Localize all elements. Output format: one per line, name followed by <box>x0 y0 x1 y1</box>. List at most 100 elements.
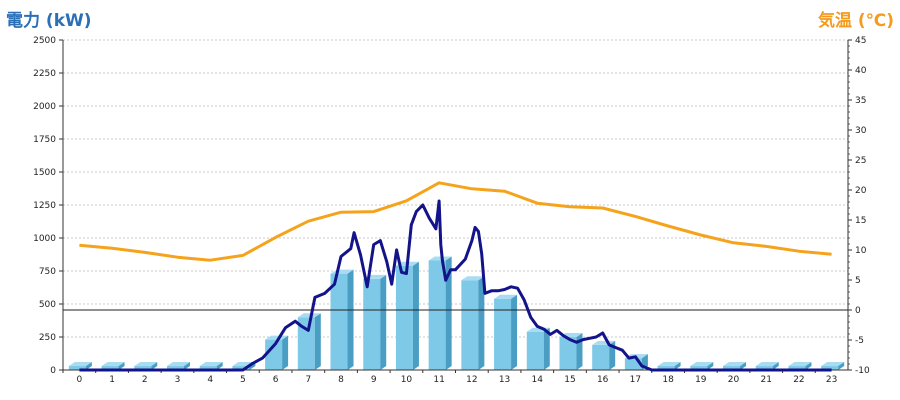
x-tick-label: 8 <box>338 375 344 385</box>
right-tick-label: 5 <box>855 276 861 286</box>
bar-side <box>216 362 223 370</box>
bar <box>461 280 479 370</box>
bar <box>788 366 806 370</box>
bar <box>559 337 577 370</box>
x-tick-label: 11 <box>433 375 444 385</box>
bar <box>265 339 283 370</box>
x-tick-label: 3 <box>175 375 181 385</box>
bar-side <box>282 335 289 370</box>
left-tick-label: 1250 <box>33 201 56 211</box>
bar-top <box>723 362 747 367</box>
bar <box>166 366 184 370</box>
x-tick-label: 14 <box>532 375 544 385</box>
power-line <box>79 199 832 372</box>
left-tick-label: 1500 <box>33 168 56 178</box>
right-tick-label: -5 <box>855 336 864 346</box>
bar-side <box>347 269 354 370</box>
bar <box>494 298 512 370</box>
x-tick-label: 17 <box>630 375 641 385</box>
bar-top <box>297 313 321 318</box>
x-tick-label: 18 <box>662 375 674 385</box>
right-tick-label: 10 <box>855 246 867 256</box>
bar-side <box>740 362 747 370</box>
bar-side <box>674 362 681 370</box>
x-tick-label: 7 <box>305 375 311 385</box>
x-tick-label: 0 <box>76 375 82 385</box>
right-tick-label: 40 <box>855 66 867 76</box>
x-tick-label: 15 <box>564 375 575 385</box>
bar-side <box>772 362 779 370</box>
bar-side <box>118 362 125 370</box>
bar <box>624 358 642 370</box>
bar-top <box>755 362 779 367</box>
left-tick-label: 2250 <box>33 69 56 79</box>
right-tick-label: -10 <box>855 366 870 376</box>
bar-side <box>85 362 92 370</box>
bar-top <box>657 362 681 367</box>
right-tick-label: 30 <box>855 126 867 136</box>
bar-side <box>445 256 452 370</box>
x-tick-label: 13 <box>499 375 510 385</box>
bar-side <box>838 362 845 370</box>
x-tick-label: 23 <box>826 375 837 385</box>
bar <box>68 366 86 370</box>
bar-top <box>68 362 92 367</box>
bar-side <box>314 313 321 370</box>
right-tick-label: 45 <box>855 36 866 46</box>
x-tick-label: 6 <box>273 375 279 385</box>
x-tick-label: 10 <box>401 375 413 385</box>
right-tick-label: 35 <box>855 96 866 106</box>
x-tick-label: 9 <box>371 375 377 385</box>
bar <box>330 273 348 370</box>
bar <box>592 344 610 370</box>
x-tick-label: 4 <box>207 375 213 385</box>
bar-top <box>166 362 190 367</box>
bar-top <box>788 362 812 367</box>
bar-side <box>151 362 158 370</box>
bar-top <box>134 362 158 367</box>
bar-top <box>199 362 223 367</box>
x-tick-label: 19 <box>695 375 707 385</box>
bar <box>395 265 413 370</box>
left-tick-label: 1000 <box>33 234 56 244</box>
bar-top <box>101 362 125 367</box>
right-tick-label: 25 <box>855 156 866 166</box>
left-tick-label: 1750 <box>33 135 56 145</box>
bar <box>526 331 544 370</box>
bar-side <box>412 261 419 370</box>
bar-side <box>511 294 518 370</box>
right-tick-label: 0 <box>855 306 861 316</box>
x-tick-label: 16 <box>597 375 609 385</box>
bar-side <box>183 362 190 370</box>
left-tick-label: 250 <box>39 333 56 343</box>
right-tick-label: 20 <box>855 186 867 196</box>
x-tick-label: 21 <box>761 375 772 385</box>
x-tick-label: 5 <box>240 375 246 385</box>
bar <box>723 366 741 370</box>
bar <box>755 366 773 370</box>
bar-side <box>707 362 714 370</box>
right-axis-title: 気温 (℃) <box>817 11 894 31</box>
left-tick-label: 500 <box>39 300 56 310</box>
bar-side <box>576 333 583 370</box>
left-tick-label: 0 <box>50 366 56 376</box>
left-axis-title: 電力 (kW) <box>6 11 92 31</box>
bar <box>821 366 839 370</box>
left-tick-label: 2500 <box>33 36 56 46</box>
bar <box>657 366 675 370</box>
left-tick-label: 2000 <box>33 102 56 112</box>
bar-top <box>821 362 845 367</box>
bar-side <box>805 362 812 370</box>
x-tick-label: 20 <box>728 375 740 385</box>
right-tick-label: 15 <box>855 216 866 226</box>
x-tick-label: 1 <box>109 375 115 385</box>
bar-top <box>494 294 518 299</box>
bar-top <box>461 276 485 281</box>
bar-top <box>428 256 452 261</box>
bar <box>428 260 446 370</box>
bar <box>297 317 315 370</box>
bar <box>363 278 381 370</box>
bar <box>134 366 152 370</box>
bar-side <box>543 327 550 370</box>
